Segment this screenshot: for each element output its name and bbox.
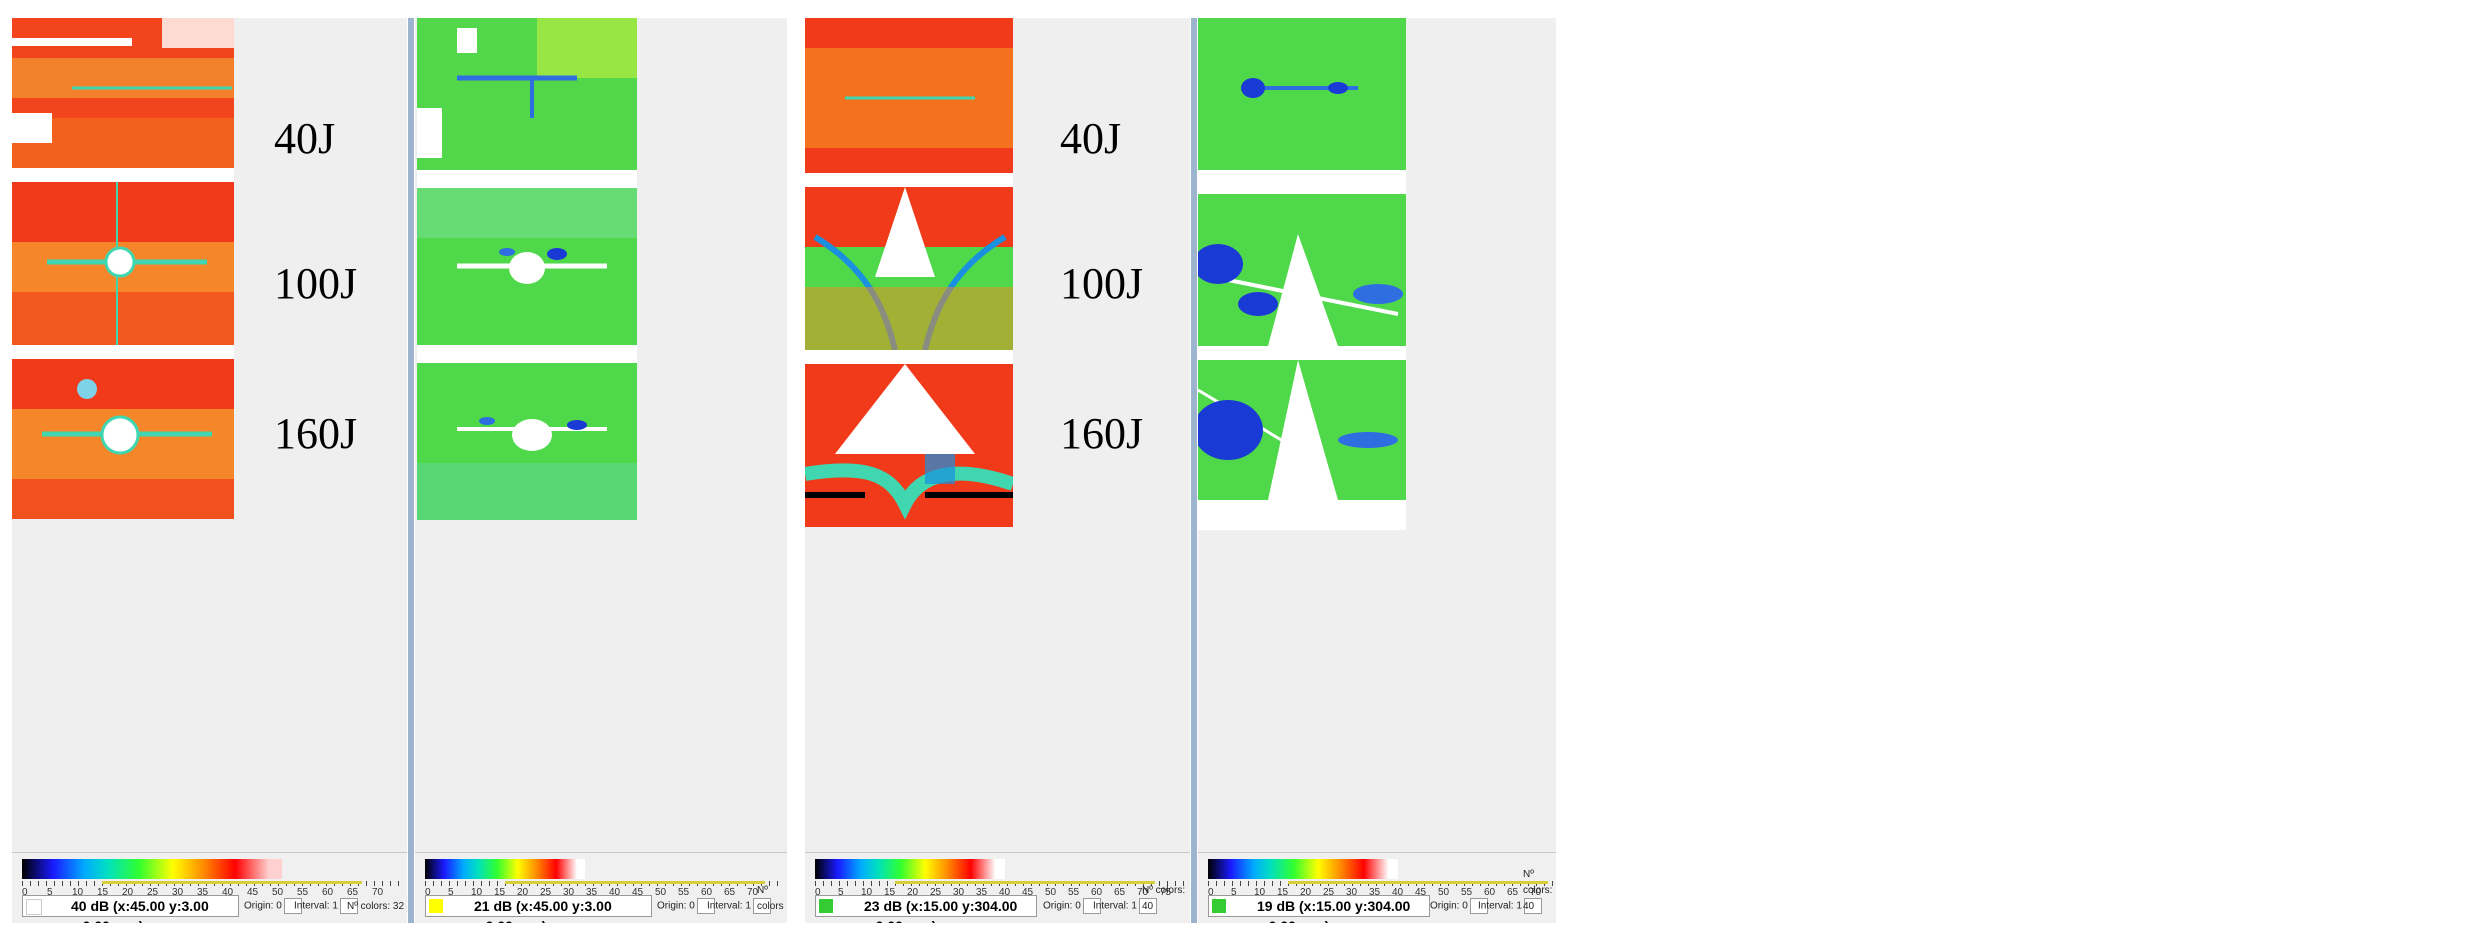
scan-40j-red	[12, 18, 234, 168]
interval-field[interactable]: Interval: 1	[294, 898, 358, 915]
scan-100j-red-cone	[805, 187, 1013, 350]
amplitude-colorbar	[22, 859, 282, 879]
scan-40j-red-cone	[805, 18, 1013, 173]
scan-gap	[1198, 170, 1406, 194]
db-scale-ruler: 0 5 10 15 20 25 30 35 40 45 50 55 60 65 70	[1208, 881, 1553, 901]
scan-160j-red-cone	[805, 364, 1013, 527]
amplitude-colorbar	[425, 859, 585, 879]
cscan-panel-4: 0 5 10 15 20 25 30 35 40 45 50 55 60 65 70 19 dB (x:15…	[1198, 18, 1556, 923]
cscan-panel-1: 40J 100J 160J 0 5 10 15 20 25 30 35 40 45 50 55 60 65…	[12, 18, 407, 923]
color-swatch	[1212, 899, 1226, 913]
interval-field[interactable]: Interval: 1	[1478, 898, 1542, 915]
energy-label-40j: 40J	[1060, 114, 1122, 163]
db-scale-ruler: 0 5 10 15 20 25 30 35 40 45 50 55 60 65 70	[425, 881, 785, 901]
db-scale-ruler: 0 5 10 15 20 25 30 35 40 45 50 55 60 65 70	[22, 881, 402, 901]
scan-100j-green	[417, 188, 637, 345]
scan-gap	[12, 168, 234, 182]
energy-label-40j: 40J	[274, 114, 336, 163]
scan-40j-green	[417, 18, 637, 170]
scan-40j-green-cone	[1198, 18, 1406, 170]
interval-field[interactable]: Interval: 1	[707, 898, 771, 915]
amplitude-readout: 21 dB (x:45.00 y:3.00 z:0.00 mm)	[425, 895, 652, 923]
panel-divider	[1191, 18, 1197, 923]
color-scale-bar: 0 5 10 15 20 25 30 35 40 45 50 55 60 65 70 21 dB (x:45…	[415, 852, 787, 923]
scan-gap	[805, 173, 1013, 187]
color-swatch	[819, 899, 833, 913]
colors-field[interactable]: Nº colors: 32	[347, 901, 405, 912]
origin-field[interactable]: Origin: 0	[657, 898, 715, 915]
scan-160j-green-cone	[1198, 360, 1406, 500]
scan-gap	[12, 345, 234, 359]
color-swatch	[26, 899, 42, 915]
energy-label-160j: 160J	[274, 409, 358, 458]
scan-160j-red	[12, 359, 234, 519]
scan-bottom-white	[1198, 500, 1406, 530]
energy-label-160j: 160J	[1060, 409, 1144, 458]
origin-field[interactable]: Origin: 0	[1043, 898, 1101, 915]
scan-160j-green	[417, 363, 637, 520]
scan-gap	[1198, 346, 1406, 360]
scan-gap	[417, 345, 637, 363]
scan-gap	[805, 350, 1013, 364]
colors-field[interactable]: Nº colors: 40	[1142, 885, 1186, 912]
energy-label-100j: 100J	[274, 259, 358, 308]
origin-field[interactable]: Origin: 0	[244, 898, 302, 915]
origin-field[interactable]: Origin: 0	[1430, 898, 1488, 915]
colors-field[interactable]: Nº colors: 40	[1523, 869, 1553, 912]
panel-divider	[408, 18, 414, 923]
color-scale-bar: 0 5 10 15 20 25 30 35 40 45 50 55 60 65 70 19 dB (x:15…	[1198, 852, 1556, 923]
cscan-panel-3: 40J 100J 160J 0 5 10 15 20 25 30 35 40 45 50 55 60 65…	[805, 18, 1190, 923]
amplitude-colorbar	[815, 859, 1005, 879]
db-scale-ruler: 0 5 10 15 20 25 30 35 40 45 50 55 60 65 70 75	[815, 881, 1185, 901]
cscan-panel-2: 0 5 10 15 20 25 30 35 40 45 50 55 60 65 70 21 dB (x:45…	[415, 18, 787, 923]
amplitude-readout: 40 dB (x:45.00 y:3.00 z:0.00 mm)	[22, 895, 239, 923]
color-swatch	[429, 899, 443, 913]
interval-field[interactable]: Interval: 1	[1093, 898, 1157, 915]
scan-gap	[417, 170, 637, 188]
scan-100j-red	[12, 182, 234, 345]
color-scale-bar: 0 5 10 15 20 25 30 35 40 45 50 55 60 65 70 75 23 dB (x:…	[805, 852, 1190, 923]
energy-label-100j: 100J	[1060, 259, 1144, 308]
amplitude-readout: 19 dB (x:15.00 y:304.00 z:0.00 mm)	[1208, 895, 1430, 923]
colors-field[interactable]: Nº colors	[757, 885, 784, 912]
amplitude-colorbar	[1208, 859, 1398, 879]
color-scale-bar: 0 5 10 15 20 25 30 35 40 45 50 55 60 65 70 40 dB (x:45…	[12, 852, 407, 923]
amplitude-readout: 23 dB (x:15.00 y:304.00 z:0.00 mm)	[815, 895, 1037, 923]
scan-100j-green-cone	[1198, 194, 1406, 346]
